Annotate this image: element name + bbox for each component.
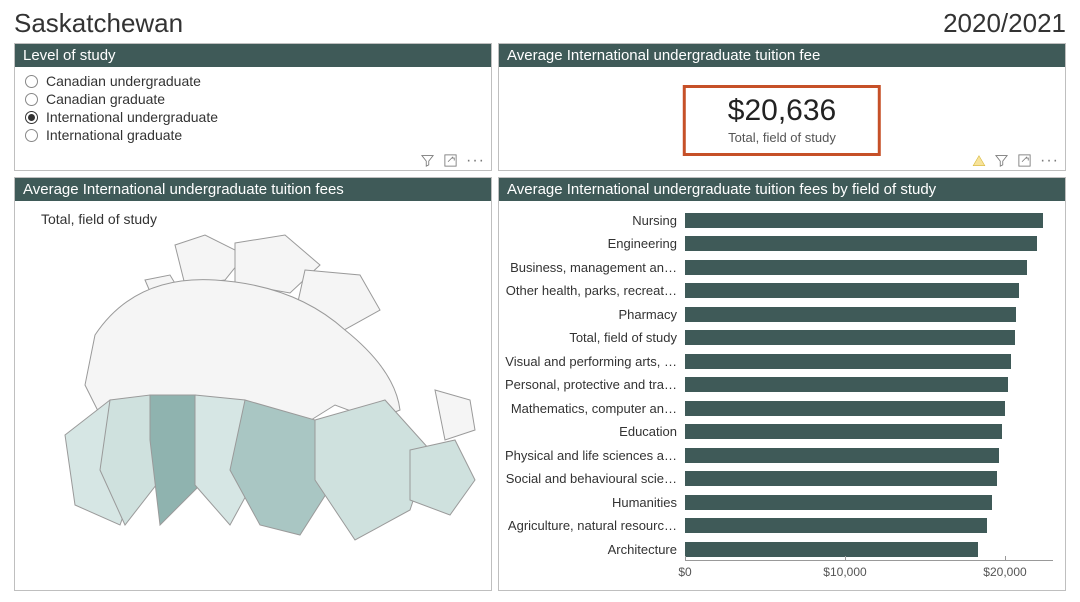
- bar-row[interactable]: Physical and life sciences a…: [505, 444, 1053, 466]
- axis-tick: $10,000: [823, 565, 866, 579]
- radio-icon: [25, 129, 38, 142]
- radio-icon: [25, 75, 38, 88]
- canada-map[interactable]: [25, 225, 485, 591]
- kpi-card: $20,636 Total, field of study: [683, 85, 881, 156]
- bar-row[interactable]: Pharmacy: [505, 303, 1053, 325]
- radio-icon: [25, 111, 38, 124]
- filter-panel: Level of study Canadian undergraduate Can…: [14, 43, 492, 171]
- radio-option[interactable]: Canadian undergraduate: [25, 73, 481, 89]
- map-panel: Average International undergraduate tuit…: [14, 177, 492, 591]
- page-title: Saskatchewan: [14, 8, 183, 39]
- bar-label: Architecture: [505, 542, 685, 557]
- warning-icon: [972, 154, 986, 168]
- kpi-subtitle: Total, field of study: [728, 130, 836, 145]
- radio-label: Canadian graduate: [46, 91, 165, 107]
- focus-icon[interactable]: [1017, 153, 1032, 168]
- bar-label: Physical and life sciences a…: [505, 448, 685, 463]
- barchart-panel-title: Average International undergraduate tuit…: [499, 178, 1065, 201]
- bar-row[interactable]: Nursing: [505, 209, 1053, 231]
- bar-label: Social and behavioural scie…: [505, 471, 685, 486]
- axis-tick: $20,000: [983, 565, 1026, 579]
- bar-fill: [685, 330, 1015, 345]
- year-label: 2020/2021: [943, 8, 1066, 39]
- bar-label: Visual and performing arts, …: [505, 354, 685, 369]
- bar-row[interactable]: Social and behavioural scie…: [505, 468, 1053, 490]
- radio-option[interactable]: International undergraduate: [25, 109, 481, 125]
- bar-label: Personal, protective and tra…: [505, 377, 685, 392]
- bar-row[interactable]: Business, management an…: [505, 256, 1053, 278]
- bar-label: Humanities: [505, 495, 685, 510]
- bar-fill: [685, 213, 1043, 228]
- filter-panel-title: Level of study: [15, 44, 491, 67]
- bar-row[interactable]: Other health, parks, recreat…: [505, 280, 1053, 302]
- bar-row[interactable]: Architecture: [505, 538, 1053, 560]
- bar-fill: [685, 424, 1002, 439]
- bar-label: Mathematics, computer an…: [505, 401, 685, 416]
- bar-row[interactable]: Engineering: [505, 233, 1053, 255]
- bar-fill: [685, 518, 987, 533]
- bar-label: Nursing: [505, 213, 685, 228]
- funnel-icon[interactable]: [420, 153, 435, 168]
- bar-fill: [685, 260, 1027, 275]
- bar-row[interactable]: Humanities: [505, 491, 1053, 513]
- radio-label: International graduate: [46, 127, 182, 143]
- bar-fill: [685, 542, 978, 557]
- bar-fill: [685, 401, 1005, 416]
- bar-fill: [685, 448, 999, 463]
- more-icon[interactable]: ···: [1040, 156, 1059, 166]
- bar-fill: [685, 354, 1011, 369]
- funnel-icon[interactable]: [994, 153, 1009, 168]
- kpi-panel: Average International undergraduate tuit…: [498, 43, 1066, 171]
- axis-tick: $0: [678, 565, 691, 579]
- bar-row[interactable]: Agriculture, natural resourc…: [505, 515, 1053, 537]
- bar-label: Total, field of study: [505, 330, 685, 345]
- bar-label: Engineering: [505, 236, 685, 251]
- more-icon[interactable]: ···: [466, 156, 485, 166]
- prov-sk[interactable]: [150, 395, 200, 525]
- barchart-panel: Average International undergraduate tuit…: [498, 177, 1066, 591]
- bar-label: Other health, parks, recreat…: [505, 283, 685, 298]
- focus-icon[interactable]: [443, 153, 458, 168]
- bar-label: Agriculture, natural resourc…: [505, 518, 685, 533]
- radio-option[interactable]: International graduate: [25, 127, 481, 143]
- bar-fill: [685, 471, 997, 486]
- bar-fill: [685, 307, 1016, 322]
- bar-fill: [685, 377, 1008, 392]
- bar-row[interactable]: Total, field of study: [505, 327, 1053, 349]
- bar-fill: [685, 236, 1037, 251]
- bar-fill: [685, 283, 1019, 298]
- prov-nl[interactable]: [435, 390, 475, 440]
- radio-label: Canadian undergraduate: [46, 73, 201, 89]
- radio-option[interactable]: Canadian graduate: [25, 91, 481, 107]
- bar-row[interactable]: Personal, protective and tra…: [505, 374, 1053, 396]
- map-panel-title: Average International undergraduate tuit…: [15, 178, 491, 201]
- prov-atl[interactable]: [410, 440, 475, 515]
- bar-row[interactable]: Mathematics, computer an…: [505, 397, 1053, 419]
- bar-label: Pharmacy: [505, 307, 685, 322]
- bar-label: Business, management an…: [505, 260, 685, 275]
- kpi-value: $20,636: [728, 94, 836, 128]
- radio-icon: [25, 93, 38, 106]
- bar-row[interactable]: Visual and performing arts, …: [505, 350, 1053, 372]
- bar-fill: [685, 495, 992, 510]
- bar-row[interactable]: Education: [505, 421, 1053, 443]
- kpi-panel-title: Average International undergraduate tuit…: [499, 44, 1065, 67]
- radio-label: International undergraduate: [46, 109, 218, 125]
- bar-label: Education: [505, 424, 685, 439]
